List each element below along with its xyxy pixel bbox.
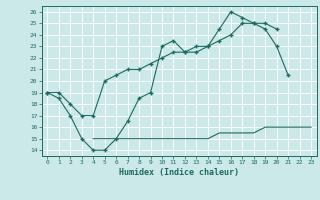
X-axis label: Humidex (Indice chaleur): Humidex (Indice chaleur)	[119, 168, 239, 177]
